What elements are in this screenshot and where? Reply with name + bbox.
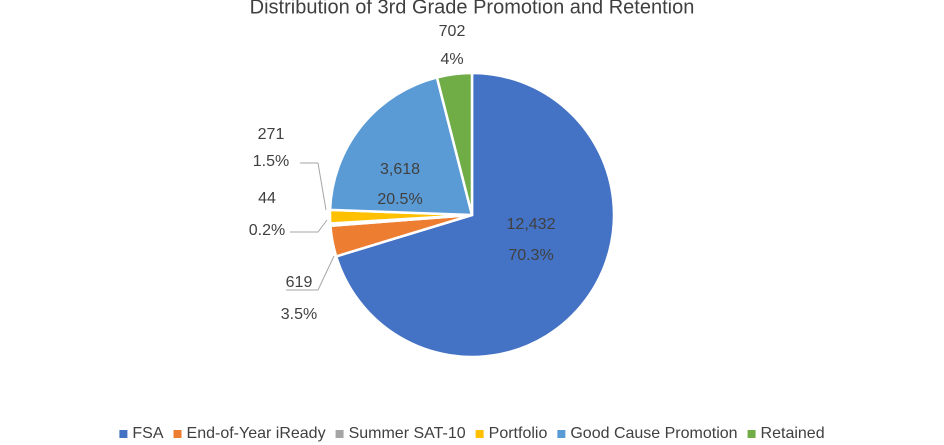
legend-swatch: [557, 430, 566, 438]
percent-label: 3.5%: [281, 306, 317, 323]
leader-line: [290, 219, 328, 233]
legend-swatch: [747, 430, 756, 438]
legend-label: Portfolio: [489, 425, 548, 442]
percent-label: 1.5%: [253, 153, 289, 170]
data-label: 619: [286, 274, 313, 291]
legend-label: End-of-Year iReady: [187, 425, 326, 442]
pie-slice: [435, 71, 474, 217]
legend-swatch: [475, 430, 484, 438]
pie-slice: [328, 76, 474, 217]
percent-label: 70.3%: [508, 247, 553, 264]
pie-slice: [334, 71, 616, 359]
leader-line: [286, 255, 335, 291]
legend-label: Summer SAT-10: [349, 425, 466, 442]
legend-swatch: [335, 430, 344, 438]
percent-label: 0.2%: [249, 222, 285, 239]
percent-label: 4%: [440, 51, 463, 68]
data-label: 44: [258, 190, 276, 207]
legend-label: FSA: [132, 425, 163, 442]
percent-label: 20.5%: [377, 191, 422, 208]
legend-label: Retained: [761, 425, 825, 442]
data-label: 3,618: [380, 161, 420, 178]
leader-line: [300, 162, 327, 211]
legend: FSA End-of-Year iReady Summer SAT-10 Portfo…: [119, 425, 825, 442]
data-label: 12,432: [507, 216, 556, 233]
chart-title: Distribution of 3rd Grade Promotion and …: [250, 0, 695, 18]
data-label: 702: [439, 23, 466, 40]
legend-label: Good Cause Promotion: [570, 425, 737, 442]
legend-swatch: [119, 430, 128, 438]
legend-swatch: [173, 430, 182, 438]
data-label: 271: [258, 126, 285, 143]
